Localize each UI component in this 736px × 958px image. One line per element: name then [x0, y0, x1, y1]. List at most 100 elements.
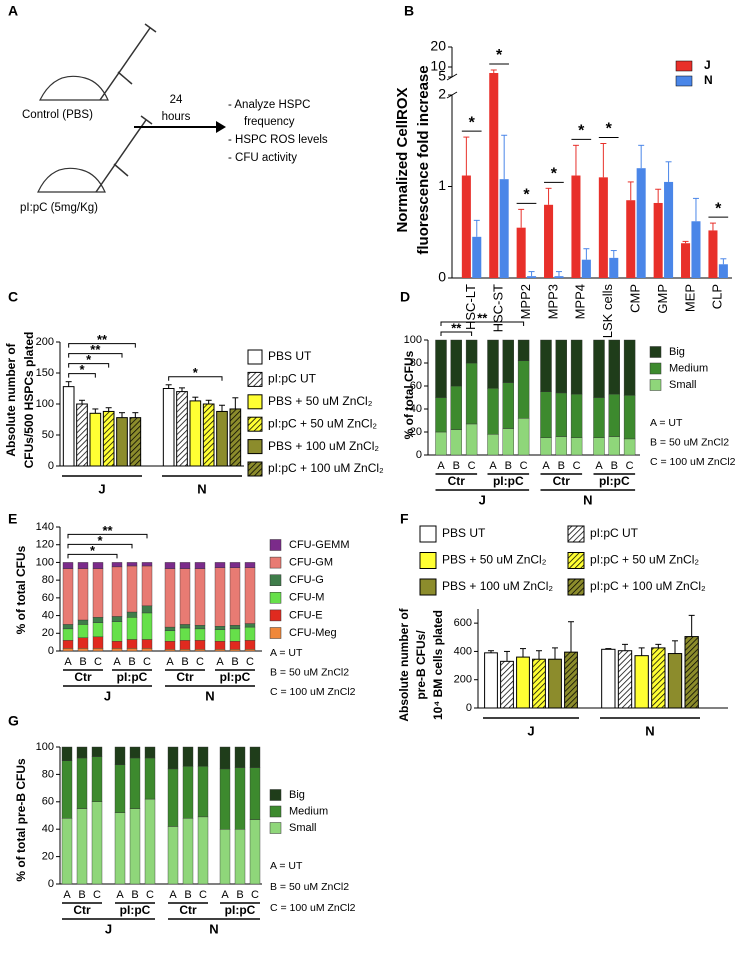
bar-segment [129, 757, 141, 809]
bar-segment [502, 428, 514, 456]
bar-segment [623, 438, 636, 456]
significance-bracket [68, 353, 123, 358]
bar-segment [435, 397, 447, 433]
bar-segment [214, 562, 226, 568]
bar-segment [92, 562, 104, 569]
bar-segment [182, 746, 194, 767]
x-tick-label: A [489, 460, 497, 472]
bar-segment [234, 746, 246, 768]
bar-segment [76, 808, 88, 885]
bar-segment [570, 437, 583, 456]
legend-label: CFU-E [289, 609, 323, 621]
x-tick-label: A [63, 889, 71, 901]
condition-label: pI:pC (5mg/Kg) [20, 202, 98, 214]
y-tick-label: 600 [454, 617, 472, 629]
bar-segment [126, 648, 138, 652]
significance-label: * [193, 365, 199, 380]
syringe-icon [99, 23, 157, 101]
note: B = 50 uM ZnCl2 [270, 666, 349, 678]
bar-segment [76, 746, 88, 759]
x-tick-label: LSK cells [600, 284, 615, 339]
bar [484, 652, 498, 709]
bar [564, 651, 578, 709]
bar-segment [129, 808, 141, 885]
group-label: N [583, 492, 592, 507]
bar-segment [623, 339, 636, 396]
bar-segment [502, 339, 514, 383]
bar-segment [62, 568, 74, 625]
y-tick-label: 400 [454, 645, 472, 657]
bar-segment [244, 626, 256, 641]
group-label: J [105, 921, 112, 936]
legend-label: pI:pC + 50 uM ZnCl₂ [590, 553, 699, 567]
bar-segment [111, 641, 123, 649]
note: B = 50 uM ZnCl2 [270, 881, 349, 893]
legend-swatch [675, 75, 693, 87]
bar-segment [487, 388, 499, 435]
bar [489, 73, 499, 278]
bar-segment [77, 624, 89, 638]
bar [202, 403, 215, 467]
legend-label: Big [289, 789, 305, 801]
bar-segment [92, 568, 104, 618]
bar-segment [229, 625, 241, 630]
y-axis-label: % of total CFUs [14, 545, 28, 634]
bar-segment [126, 639, 138, 649]
y-tick-label: 60 [42, 796, 54, 808]
y-tick-label: 200 [36, 336, 54, 348]
bar [609, 257, 619, 278]
legend-swatch [247, 349, 263, 365]
bar-segment [167, 768, 179, 827]
note: A = UT [270, 647, 303, 659]
bar [116, 417, 128, 467]
bar-segment [141, 565, 153, 607]
bar [601, 648, 616, 709]
bar-segment [435, 339, 447, 398]
x-tick-label: C [94, 656, 102, 668]
bar [102, 410, 115, 467]
legend-swatch [269, 627, 282, 639]
legend-swatch [649, 362, 662, 375]
x-tick-label: MPP2 [518, 284, 533, 319]
bar-segment [164, 630, 176, 642]
subgroup-label: pI:pC [120, 903, 151, 917]
significance-bracket [67, 553, 118, 559]
bar-segment [182, 818, 194, 885]
bar-segment [179, 624, 191, 629]
legend-swatch [269, 822, 282, 834]
bar-segment [540, 339, 552, 392]
bar-segment [126, 617, 138, 640]
bar [681, 243, 691, 278]
x-tick-label: GMP [655, 284, 670, 314]
panel-label: B [404, 3, 414, 19]
bar-segment [167, 826, 179, 885]
bar-segment [194, 568, 206, 626]
x-tick-label: MEP [682, 284, 697, 312]
significance-label: * [79, 362, 85, 377]
y-axis-label: pre-B CFUs/ [414, 630, 428, 700]
bar-segment [219, 829, 231, 885]
bar [651, 647, 666, 709]
arrow-head [216, 121, 226, 133]
significance-label: ** [477, 310, 488, 325]
x-tick-label: A [166, 656, 174, 668]
subgroup-label: pI:pC [493, 474, 524, 488]
note: A = UT [270, 860, 303, 872]
legend-label: PBS + 100 uM ZnCl₂ [268, 439, 379, 453]
bar-segment [197, 816, 209, 885]
bar [129, 417, 142, 467]
x-tick-label: B [505, 460, 512, 472]
significance-label: * [578, 123, 585, 140]
panel-label: C [8, 289, 18, 305]
x-tick-label: B [184, 889, 191, 901]
legend-swatch [269, 556, 282, 569]
bar [653, 202, 663, 278]
group-label: J [479, 492, 486, 507]
significance-label: ** [97, 332, 108, 347]
bar-segment [62, 624, 74, 630]
bar-segment [450, 385, 462, 430]
bar-segment [593, 339, 605, 398]
significance-label: ** [90, 342, 101, 357]
bar [684, 636, 699, 709]
x-tick-label: C [246, 656, 254, 668]
